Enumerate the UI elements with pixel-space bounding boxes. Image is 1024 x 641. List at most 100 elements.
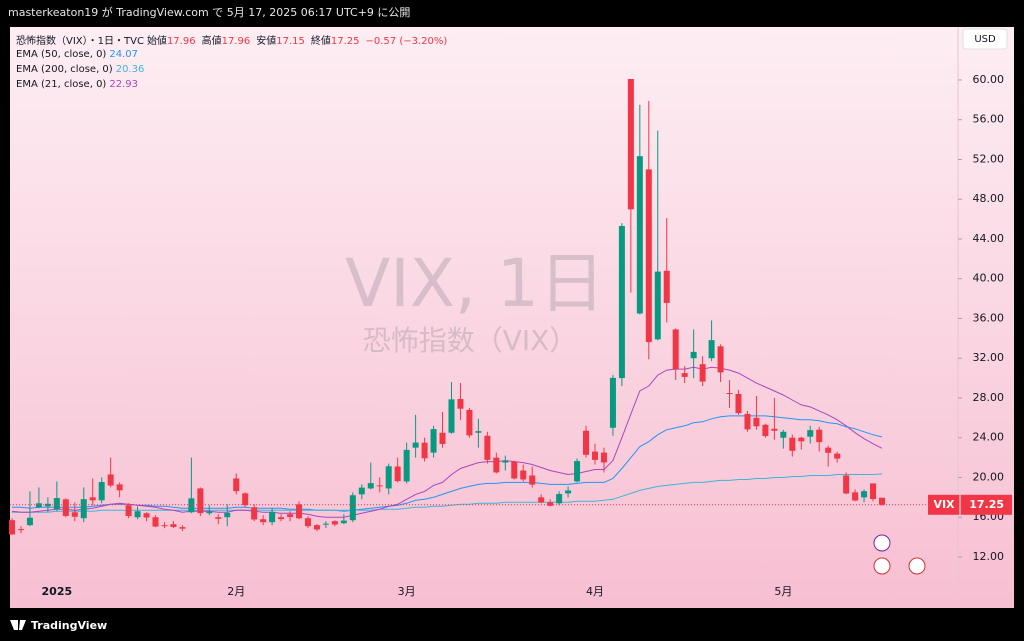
candle-body	[852, 492, 859, 501]
x-tick-label: 4月	[586, 585, 604, 598]
candle-body	[565, 490, 572, 494]
candle-body	[690, 351, 697, 359]
candle-body	[367, 483, 374, 489]
ema-line	[12, 473, 883, 513]
candle-body	[583, 430, 590, 455]
legend-row[interactable]: EMA (200, close, 0) 20.36	[16, 62, 147, 77]
candle-body	[430, 429, 437, 453]
candle-body	[807, 430, 814, 437]
candle-body	[762, 424, 769, 437]
ema-line	[11, 366, 883, 518]
candle-body	[735, 393, 742, 414]
candle-body	[9, 520, 15, 535]
candle-body	[502, 460, 509, 463]
ohlc-item: 始値17.96	[147, 36, 199, 47]
y-tick-label: 40.00	[973, 272, 1005, 285]
x-tick-label: 3月	[398, 585, 416, 598]
candle-body	[206, 511, 213, 514]
event-icon[interactable]	[908, 557, 926, 575]
candle-body	[376, 485, 383, 487]
footer-bar	[0, 609, 1024, 641]
candle-body	[457, 398, 464, 409]
candle-body	[681, 373, 688, 377]
candle-body	[403, 449, 410, 482]
candle-body	[287, 514, 294, 518]
candle-body	[161, 525, 168, 527]
y-tick-label: 28.00	[973, 391, 1005, 404]
candle-body	[296, 504, 303, 519]
candle-body	[744, 413, 751, 430]
candle-body	[439, 432, 446, 444]
candle-body	[53, 498, 60, 510]
legend-name: EMA (50, close, 0)	[16, 49, 107, 60]
candle-body	[618, 225, 625, 379]
candle-body	[538, 497, 545, 503]
candle-body	[331, 521, 338, 525]
legend-value: 22.93	[109, 79, 138, 90]
candle-body	[143, 513, 150, 518]
ohlc-item: 高値17.96	[202, 36, 254, 47]
candle-body	[843, 475, 850, 494]
candle-body	[313, 525, 320, 530]
ohlc-label: 始値	[146, 36, 167, 47]
candle-body	[591, 451, 598, 460]
candle-body	[349, 495, 356, 521]
candle-body	[188, 498, 195, 513]
change: −0.57 (−3.20%)	[365, 36, 448, 47]
candle-body	[600, 452, 607, 463]
x-tick-label: 5月	[774, 585, 792, 598]
candle-body	[825, 447, 832, 453]
candle-body	[80, 499, 87, 519]
candle-body	[529, 475, 536, 485]
candle-body	[134, 511, 141, 518]
legend-row[interactable]: EMA (21, close, 0) 22.93	[16, 77, 147, 92]
y-tick-label: 36.00	[973, 311, 1005, 324]
candle-body	[62, 499, 69, 516]
price-tag-value: 17.25	[969, 498, 1004, 511]
candle-body	[636, 156, 643, 314]
candle-body	[672, 329, 679, 370]
y-tick-label: 56.00	[973, 113, 1005, 126]
candle-body	[520, 470, 527, 480]
ohlc-value: 17.25	[330, 36, 360, 47]
candle-body	[475, 431, 482, 433]
ohlc-value: 17.15	[276, 36, 305, 47]
currency-box[interactable]	[962, 28, 1008, 50]
ohlc-item: 安値17.15	[256, 36, 308, 47]
candle-body	[242, 493, 249, 506]
candle-body	[780, 431, 787, 438]
y-tick-label: 12.00	[973, 550, 1005, 563]
candle-body	[170, 524, 177, 527]
ohlc-label: 安値	[256, 36, 277, 47]
event-icon[interactable]	[873, 557, 891, 575]
symbol-title: 恐怖指数（VIX）・1日・TVC	[16, 36, 144, 47]
candle-body	[233, 478, 240, 492]
candle-body	[798, 437, 805, 442]
candle-body	[17, 529, 24, 531]
price-tag-bg	[928, 494, 1012, 515]
symbol-legend: 恐怖指数（VIX）・1日・TVC 始値17.96 高値17.96 安値17.15 終値1…	[16, 32, 450, 47]
candle-body	[663, 270, 670, 303]
event-icon[interactable]	[873, 534, 891, 552]
candle-body	[448, 399, 455, 433]
legend-row[interactable]: EMA (50, close, 0) 24.07	[16, 47, 147, 62]
candle-body	[215, 517, 222, 519]
candle-body	[574, 461, 581, 482]
watermark-sub: 恐怖指数（VIX）	[363, 324, 578, 357]
footer-brand: TradingView	[31, 619, 107, 632]
candle-body	[627, 78, 634, 210]
candle-body	[89, 497, 96, 501]
y-tick-label: 20.00	[973, 470, 1005, 483]
candle-body	[654, 271, 661, 340]
y-tick-label: 48.00	[973, 192, 1005, 205]
candle-body	[556, 494, 563, 504]
candle-body	[466, 409, 473, 436]
candle-body	[726, 392, 733, 394]
legend-name: EMA (200, close, 0)	[16, 64, 113, 75]
candle-body	[251, 507, 258, 520]
y-tick-label: 44.00	[973, 232, 1005, 245]
y-tick-label: 24.00	[973, 431, 1005, 444]
candle-body	[35, 503, 42, 508]
y-tick-label: 52.00	[973, 152, 1005, 165]
candle-body	[125, 505, 132, 517]
